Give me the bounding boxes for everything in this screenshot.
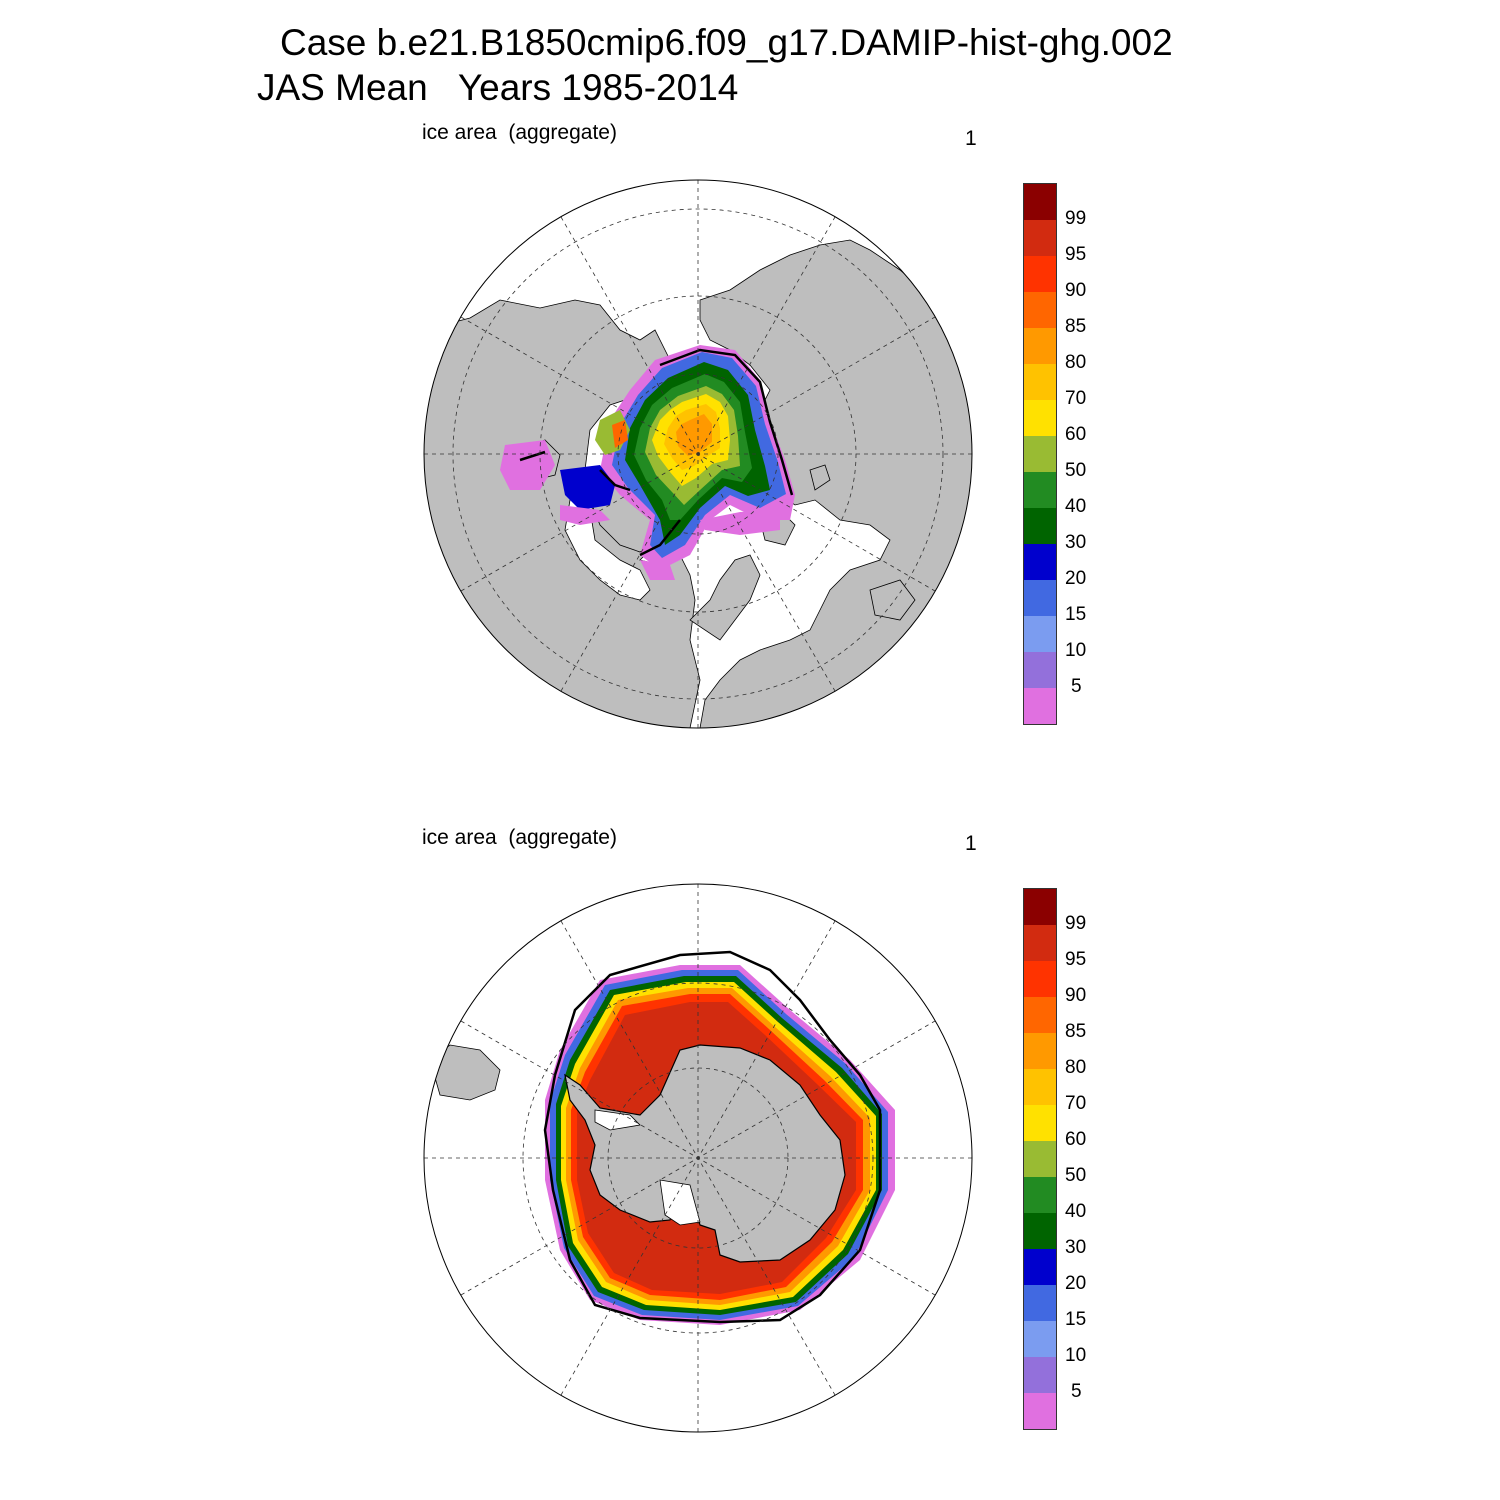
colorbar-segment	[1024, 328, 1056, 364]
colorbar-segment	[1024, 688, 1056, 724]
arctic-obs-contour	[519, 348, 794, 557]
colorbar-segment	[1024, 1177, 1056, 1213]
ice-shelf	[659, 1179, 701, 1226]
colorbar-segment	[1024, 184, 1056, 220]
colorbar-tick-label: 60	[1065, 424, 1087, 445]
colorbar-segment	[1024, 1393, 1056, 1429]
colorbar-tick-label: 99	[1065, 208, 1087, 229]
colorbar-segment	[1024, 1141, 1056, 1177]
arctic-panel-title: ice area (aggregate)	[422, 121, 617, 144]
colorbar-tick-label: 10	[1065, 640, 1087, 661]
colorbar-segment	[1024, 436, 1056, 472]
colorbar-segment	[1024, 1357, 1056, 1393]
arctic-panel-units: 1	[965, 127, 977, 150]
colorbar-segment	[1024, 1033, 1056, 1069]
antarctic-map-border	[423, 883, 973, 1433]
colorbar-tick-label: 30	[1065, 1237, 1087, 1258]
colorbar-tick-label: 15	[1065, 1309, 1087, 1330]
south-america-land	[429, 1044, 501, 1101]
colorbar-tick-label: 20	[1065, 1273, 1087, 1294]
colorbar-segment	[1024, 1249, 1056, 1285]
colorbar-tick-label: 80	[1065, 352, 1087, 373]
arctic-map-border	[423, 179, 973, 729]
colorbar-tick-label: 50	[1065, 1165, 1087, 1186]
colorbar-tick-label: 50	[1065, 460, 1087, 481]
colorbar-tick-label: 80	[1065, 1057, 1087, 1078]
colorbar-segment	[1024, 961, 1056, 997]
colorbar-segment	[1024, 472, 1056, 508]
colorbar-tick-label: 60	[1065, 1129, 1087, 1150]
colorbar-tick-label: 70	[1065, 1093, 1087, 1114]
colorbar-tick-label: 99	[1065, 913, 1087, 934]
colorbar-tick-label: 85	[1065, 316, 1087, 337]
colorbar-tick-label: 5	[1071, 1381, 1082, 1402]
colorbar-segment	[1024, 1105, 1056, 1141]
colorbar-tick-label: 95	[1065, 244, 1087, 265]
colorbar-segment	[1024, 652, 1056, 688]
figure-title-case: Case b.e21.B1850cmip6.f09_g17.DAMIP-hist…	[280, 22, 1173, 63]
ice-shelf	[594, 1109, 641, 1131]
colorbar-segment	[1024, 580, 1056, 616]
antarctic-panel-units: 1	[965, 832, 977, 855]
colorbar-tick-label: 40	[1065, 1201, 1087, 1222]
arctic-colorbar	[1023, 183, 1057, 725]
colorbar-tick-label: 30	[1065, 532, 1087, 553]
arctic-sea-ice	[500, 345, 795, 580]
colorbar-tick-label: 70	[1065, 388, 1087, 409]
colorbar-segment	[1024, 400, 1056, 436]
colorbar-tick-label: 5	[1071, 676, 1082, 697]
colorbar-tick-label: 95	[1065, 949, 1087, 970]
arctic-graticule	[424, 180, 972, 728]
colorbar-segment	[1024, 616, 1056, 652]
antarctic-map	[424, 884, 972, 1432]
colorbar-tick-label: 85	[1065, 1021, 1087, 1042]
colorbar-segment	[1024, 889, 1056, 925]
colorbar-segment	[1024, 925, 1056, 961]
colorbar-segment	[1024, 292, 1056, 328]
figure-title-period: JAS Mean Years 1985-2014	[257, 67, 739, 108]
colorbar-segment	[1024, 1285, 1056, 1321]
antarctic-graticule	[424, 884, 972, 1432]
colorbar-segment	[1024, 544, 1056, 580]
colorbar-tick-label: 10	[1065, 1345, 1087, 1366]
colorbar-tick-label: 40	[1065, 496, 1087, 517]
antarctic-colorbar	[1023, 888, 1057, 1430]
colorbar-tick-label: 20	[1065, 568, 1087, 589]
antarctic-obs-contour	[543, 950, 882, 1324]
colorbar-segment	[1024, 220, 1056, 256]
colorbar-segment	[1024, 1069, 1056, 1105]
colorbar-segment	[1024, 1213, 1056, 1249]
colorbar-segment	[1024, 997, 1056, 1033]
antarctic-panel-title: ice area (aggregate)	[422, 826, 617, 849]
colorbar-tick-label: 90	[1065, 280, 1087, 301]
colorbar-tick-label: 15	[1065, 604, 1087, 625]
colorbar-tick-label: 90	[1065, 985, 1087, 1006]
colorbar-segment	[1024, 256, 1056, 292]
arctic-map	[424, 180, 972, 728]
colorbar-segment	[1024, 508, 1056, 544]
colorbar-segment	[1024, 1321, 1056, 1357]
colorbar-segment	[1024, 364, 1056, 400]
